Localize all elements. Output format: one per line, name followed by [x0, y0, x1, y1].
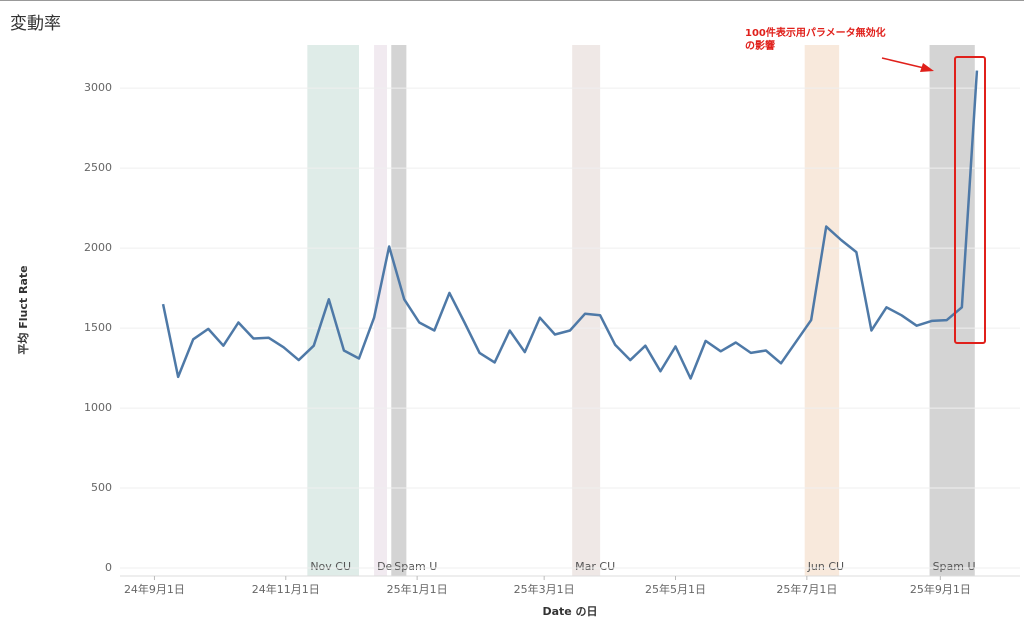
x-tick-label: 25年7月1日 — [776, 582, 837, 596]
y-tick-label: 500 — [91, 481, 112, 494]
y-tick-label: 2500 — [84, 161, 112, 174]
band-label: Spam U — [394, 560, 437, 573]
band-label: Nov CU — [310, 560, 351, 573]
y-tick-label: 2000 — [84, 241, 112, 254]
x-tick-label: 24年11月1日 — [252, 582, 320, 596]
x-tick-label: 25年9月1日 — [910, 582, 971, 596]
x-tick-label: 25年5月1日 — [645, 582, 706, 596]
y-axis-title: 平均 Fluct Rate — [16, 265, 30, 354]
annotation: 100件表示用パラメータ無効化 — [745, 26, 886, 39]
arrow-head — [920, 63, 934, 72]
band-label: Spam U — [933, 560, 976, 573]
highlight-box — [954, 56, 986, 344]
x-axis-title: Date の日 — [542, 605, 597, 618]
line — [161, 70, 979, 380]
annotation: の影響 — [745, 39, 775, 52]
reference-band — [391, 45, 407, 576]
y-tick-label: 1500 — [84, 321, 112, 334]
reference-band — [929, 45, 975, 576]
grid: 0 500 1000 1500 2000 2500 3000 24年9月1日 24年11月1日 2… — [84, 81, 1020, 596]
y-tick-label: 1000 — [84, 401, 112, 414]
reference-band — [804, 45, 840, 576]
x-tick-label: 25年1月1日 — [387, 582, 448, 596]
arrow-shaft — [881, 57, 925, 69]
reference-band — [572, 45, 601, 576]
y-tick-label: 0 — [105, 561, 112, 574]
x-tick-label: 25年3月1日 — [514, 582, 575, 596]
band-label: Jun CU — [807, 560, 844, 573]
chart-title: 変動率 — [10, 14, 61, 34]
reference-band — [374, 45, 387, 576]
x-tick-label: 24年9月1日 — [124, 582, 185, 596]
y-tick-label: 3000 — [84, 81, 112, 94]
band-label: Mar CU — [575, 560, 615, 573]
plot — [161, 70, 979, 380]
